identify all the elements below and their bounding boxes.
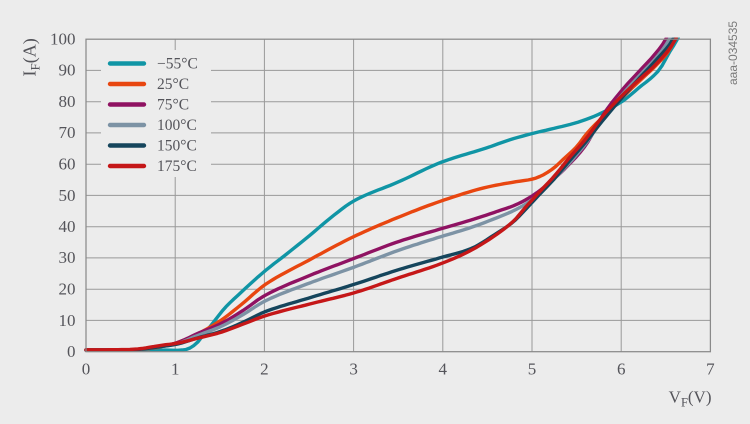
svg-text:aaa-034535: aaa-034535 [726, 21, 740, 85]
svg-text:70: 70 [59, 123, 76, 142]
svg-text:25°C: 25°C [157, 76, 189, 93]
svg-text:0: 0 [82, 359, 91, 378]
svg-text:4: 4 [439, 359, 448, 378]
svg-text:5: 5 [528, 359, 537, 378]
svg-text:50: 50 [59, 186, 76, 205]
svg-text:3: 3 [349, 359, 358, 378]
svg-text:−55°C: −55°C [157, 56, 198, 73]
svg-text:7: 7 [706, 359, 715, 378]
svg-text:10: 10 [59, 311, 76, 330]
svg-text:100°C: 100°C [157, 117, 197, 134]
svg-text:100: 100 [50, 30, 76, 49]
svg-text:175°C: 175°C [157, 158, 197, 175]
svg-text:30: 30 [59, 248, 76, 267]
svg-text:60: 60 [59, 155, 76, 174]
svg-text:40: 40 [59, 217, 76, 236]
svg-text:0: 0 [67, 342, 76, 361]
svg-text:20: 20 [59, 280, 76, 299]
svg-text:150°C: 150°C [157, 138, 197, 155]
svg-text:80: 80 [59, 92, 76, 111]
svg-text:IF(A): IF(A) [20, 38, 43, 76]
svg-text:90: 90 [59, 61, 76, 80]
svg-text:6: 6 [617, 359, 626, 378]
svg-text:75°C: 75°C [157, 97, 189, 114]
svg-text:VF(V): VF(V) [669, 388, 712, 410]
svg-text:2: 2 [260, 359, 269, 378]
svg-text:1: 1 [171, 359, 180, 378]
